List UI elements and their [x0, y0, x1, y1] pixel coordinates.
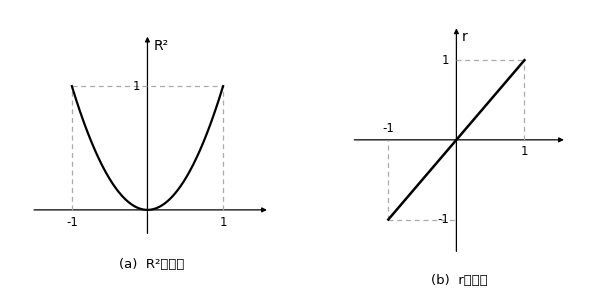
- Text: -1: -1: [382, 122, 394, 135]
- Text: (b)  rの変化: (b) rの変化: [431, 274, 488, 287]
- Text: -1: -1: [437, 213, 450, 226]
- Text: 1: 1: [132, 80, 140, 93]
- Text: R²: R²: [154, 39, 169, 53]
- Text: -1: -1: [66, 216, 78, 229]
- Text: (a)  R²の変化: (a) R²の変化: [119, 258, 184, 271]
- Text: 1: 1: [220, 216, 227, 229]
- Text: r: r: [462, 30, 468, 44]
- Text: 1: 1: [521, 145, 528, 157]
- Text: 1: 1: [442, 54, 450, 67]
